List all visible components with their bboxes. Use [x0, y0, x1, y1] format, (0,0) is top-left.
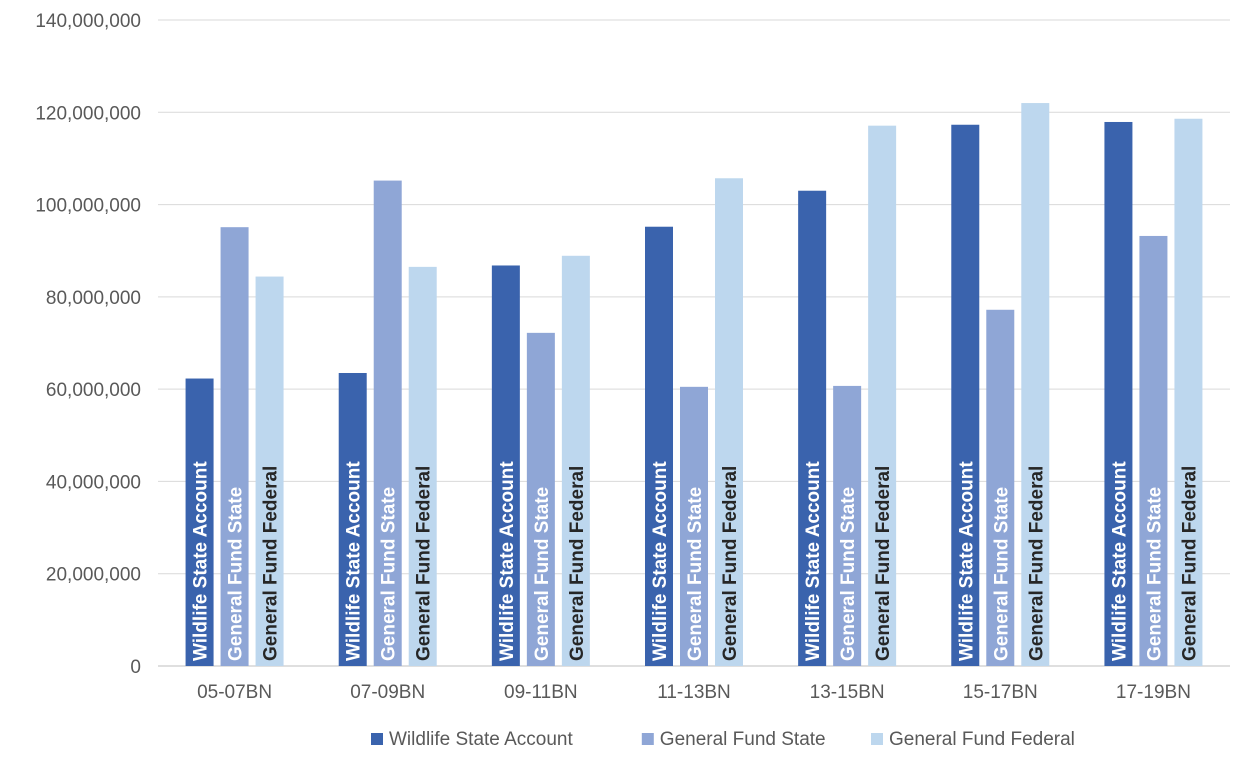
data-label: General Fund State — [685, 487, 706, 661]
x-tick-label: 15-17BN — [963, 682, 1038, 703]
y-tick-label: 20,000,000 — [46, 565, 141, 586]
data-label: Wildlife State Account — [497, 461, 518, 661]
bar — [833, 385, 862, 666]
y-tick-label: 40,000,000 — [46, 472, 141, 493]
bar — [526, 332, 555, 666]
legend-label: General Fund Federal — [889, 729, 1075, 750]
x-tick-label: 09-11BN — [504, 682, 578, 703]
y-axis-ticks: 0 20,000,000 40,000,000 60,000,000 80,000,00… — [35, 11, 141, 678]
data-label: General Fund State — [379, 487, 400, 661]
bar — [680, 386, 708, 666]
legend-label: Wildlife State Account — [389, 729, 573, 750]
legend: Wildlife State Account General Fund State… — [371, 729, 1075, 750]
bar — [338, 372, 367, 666]
legend-swatch — [641, 733, 654, 745]
y-tick-label: 100,000,000 — [35, 196, 141, 217]
bar — [1104, 121, 1133, 667]
legend-label: General Fund State — [660, 729, 826, 750]
y-tick-label: 80,000,000 — [46, 288, 141, 309]
bar — [951, 124, 980, 667]
legend-item: Wildlife State Account — [371, 729, 573, 750]
data-label: General Fund Federal — [720, 466, 741, 661]
x-axis-ticks: 05-07BN 07-09BN 09-11BN 11-13BN 13-15BN 15-17… — [197, 682, 1191, 703]
data-label: Wildlife State Account — [1109, 461, 1130, 661]
bar — [408, 266, 437, 666]
legend-swatch — [871, 733, 883, 745]
bar — [868, 125, 897, 667]
x-tick-label: 13-15BN — [810, 682, 885, 703]
legend-item: General Fund State — [641, 729, 826, 750]
x-tick-label: 05-07BN — [197, 682, 272, 703]
bar — [491, 265, 520, 666]
bar — [220, 227, 249, 666]
data-label: General Fund Federal — [1026, 466, 1047, 661]
legend-item: General Fund Federal — [871, 729, 1075, 750]
bar — [561, 255, 590, 667]
bar — [185, 378, 214, 666]
bar — [255, 276, 284, 666]
bar — [645, 226, 673, 666]
bar — [1021, 103, 1050, 667]
data-label: General Fund State — [532, 487, 553, 661]
data-label: General Fund State — [991, 487, 1012, 661]
data-label: General Fund Federal — [567, 466, 588, 661]
bars: Wildlife State Account General Fund State… — [185, 103, 1203, 667]
data-label: General Fund Federal — [873, 466, 894, 661]
data-label: Wildlife State Account — [650, 461, 671, 661]
bar — [1174, 118, 1203, 666]
x-tick-label: 07-09BN — [350, 682, 425, 703]
y-tick-label: 140,000,000 — [35, 11, 141, 32]
y-tick-label: 0 — [130, 657, 141, 678]
data-label: Wildlife State Account — [803, 461, 824, 661]
bar — [1139, 235, 1168, 666]
x-tick-label: 11-13BN — [657, 682, 731, 703]
data-label: General Fund State — [838, 487, 859, 661]
data-label: Wildlife State Account — [956, 461, 977, 661]
data-label: Wildlife State Account — [344, 461, 365, 661]
x-tick-label: 17-19BN — [1116, 682, 1191, 703]
bar — [373, 180, 402, 666]
data-label: General Fund Federal — [414, 466, 435, 661]
legend-swatch — [371, 733, 383, 745]
y-tick-label: 120,000,000 — [35, 103, 141, 124]
data-label: General Fund State — [226, 487, 247, 661]
bar — [715, 178, 743, 666]
data-label: Wildlife State Account — [191, 461, 212, 661]
data-label: General Fund State — [1144, 487, 1165, 661]
bar — [986, 309, 1015, 666]
y-tick-label: 60,000,000 — [46, 380, 141, 401]
data-label: General Fund Federal — [261, 466, 282, 661]
bar — [798, 190, 827, 666]
data-label: General Fund Federal — [1179, 466, 1200, 661]
